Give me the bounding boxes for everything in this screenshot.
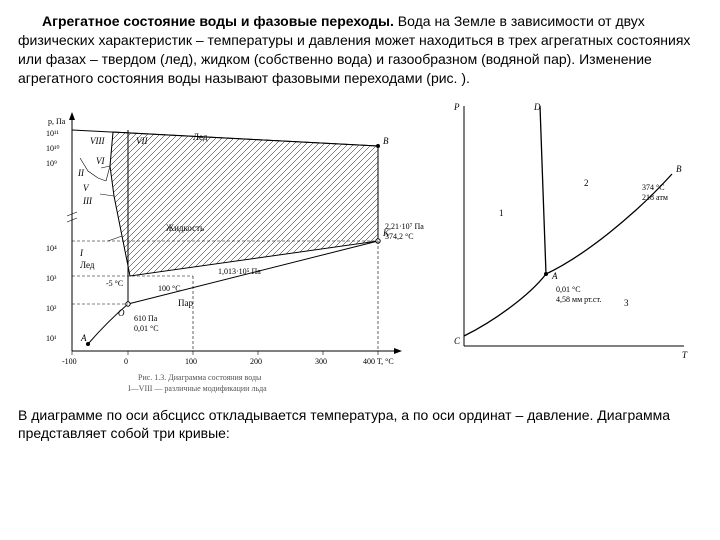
svg-text:p, Па: p, Па	[48, 117, 66, 126]
svg-text:0,01 °C: 0,01 °C	[556, 285, 581, 294]
svg-text:Лед: Лед	[80, 260, 95, 270]
svg-text:B: B	[676, 164, 682, 174]
svg-text:A: A	[551, 271, 558, 281]
svg-text:Пар: Пар	[178, 298, 193, 308]
svg-text:I: I	[79, 248, 84, 258]
svg-text:1,013·10⁵ Па: 1,013·10⁵ Па	[218, 267, 261, 276]
svg-text:10³: 10³	[46, 274, 57, 283]
svg-text:-5 °C: -5 °C	[106, 279, 123, 288]
svg-text:3: 3	[624, 298, 629, 308]
svg-text:0: 0	[124, 357, 128, 366]
svg-text:10¹: 10¹	[46, 334, 57, 343]
svg-text:10¹⁰: 10¹⁰	[46, 144, 60, 153]
figure-1: p, Па 10¹¹ 10¹⁰ 10⁹ 10⁴ 10³ 10² 10¹ -100…	[18, 96, 428, 396]
svg-text:374 °C: 374 °C	[642, 183, 665, 192]
svg-text:C: C	[454, 336, 461, 346]
svg-text:VI: VI	[96, 156, 105, 166]
svg-text:VII: VII	[136, 136, 148, 146]
svg-text:400 T, °C: 400 T, °C	[363, 357, 394, 366]
svg-text:B: B	[383, 136, 389, 146]
svg-text:Рис. 1.3. Диаграмма состояния: Рис. 1.3. Диаграмма состояния воды	[138, 373, 262, 382]
figure-2: P T A D B C 1 2 3 374 °C 218 атм 0,01 °C…	[434, 96, 696, 396]
figures-row: p, Па 10¹¹ 10¹⁰ 10⁹ 10⁴ 10³ 10² 10¹ -100…	[18, 96, 702, 396]
svg-text:I—VIII — различные модификации: I—VIII — различные модификации льда	[128, 384, 267, 393]
svg-text:300: 300	[315, 357, 327, 366]
svg-text:A: A	[80, 333, 87, 343]
svg-text:2,21·10⁷ Па: 2,21·10⁷ Па	[385, 222, 424, 231]
svg-text:VIII: VIII	[90, 136, 105, 146]
svg-text:218 атм: 218 атм	[642, 193, 668, 202]
intro-bold: Агрегатное состояние воды и фазовые пере…	[42, 13, 394, 29]
svg-text:200: 200	[250, 357, 262, 366]
bottom-paragraph: В диаграмме по оси абсцисс откладывается…	[18, 406, 702, 444]
svg-text:10¹¹: 10¹¹	[46, 129, 59, 138]
svg-text:O: O	[118, 308, 125, 318]
svg-text:2: 2	[584, 178, 589, 188]
svg-text:III: III	[82, 196, 93, 206]
svg-text:P: P	[453, 102, 460, 112]
svg-text:10⁹: 10⁹	[46, 159, 57, 168]
svg-text:II: II	[77, 168, 85, 178]
svg-text:Лед: Лед	[193, 132, 208, 142]
svg-text:V: V	[83, 183, 90, 193]
svg-text:T: T	[682, 350, 688, 360]
svg-text:374,2 °C: 374,2 °C	[385, 232, 414, 241]
svg-text:Жидкость: Жидкость	[166, 223, 204, 233]
svg-text:10²: 10²	[46, 304, 57, 313]
svg-text:100: 100	[185, 357, 197, 366]
svg-text:100 °C: 100 °C	[158, 284, 181, 293]
svg-text:10⁴: 10⁴	[46, 244, 57, 253]
svg-text:D: D	[533, 102, 541, 112]
svg-text:1: 1	[499, 208, 504, 218]
svg-text:-100: -100	[62, 357, 77, 366]
svg-text:0,01 °C: 0,01 °C	[134, 324, 159, 333]
intro-paragraph: Агрегатное состояние воды и фазовые пере…	[18, 12, 702, 88]
svg-text:4,58 мм рт.ст.: 4,58 мм рт.ст.	[556, 295, 601, 304]
svg-text:610 Па: 610 Па	[134, 314, 158, 323]
bottom-text: В диаграмме по оси абсцисс откладывается…	[18, 407, 670, 442]
